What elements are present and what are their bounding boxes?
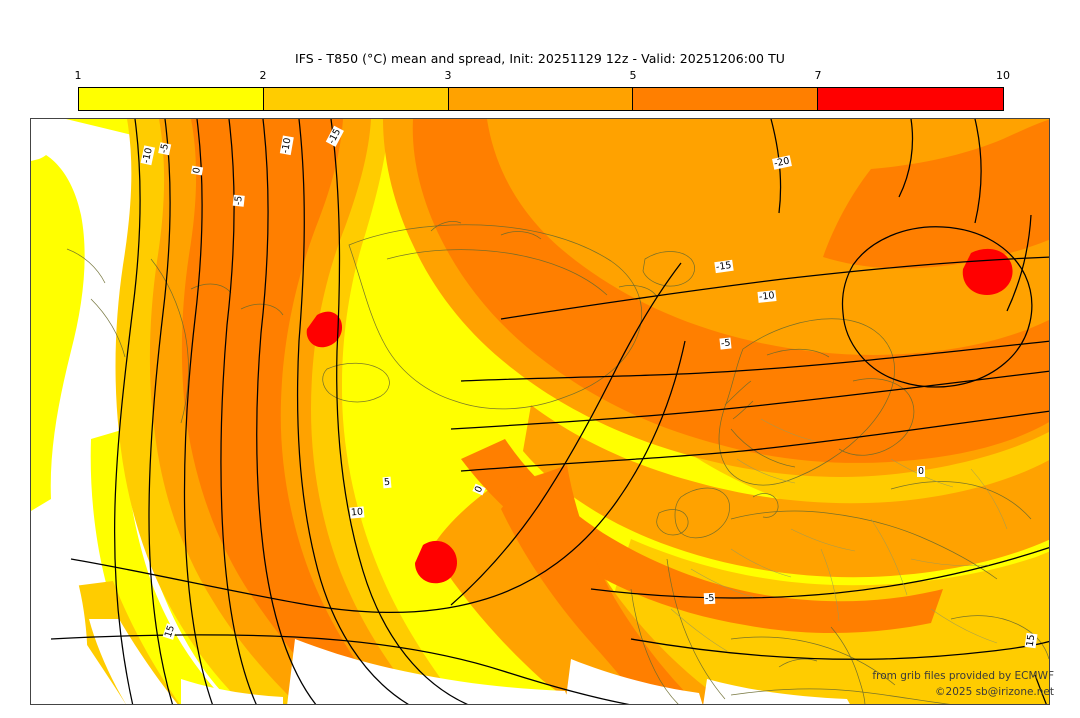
contour-label: -5	[232, 194, 245, 207]
contour-label: -5	[703, 592, 716, 605]
colorbar-tick-5: 5	[629, 69, 637, 82]
colorbar-band-1-2	[79, 88, 264, 110]
colorbar-tick-7: 7	[814, 69, 822, 82]
credit-line-2: ©2025 sb@irizone.net	[935, 686, 1054, 698]
credit-line-1: from grib files provided by ECMWF	[872, 670, 1054, 682]
contour-label: -5	[158, 141, 172, 156]
contour-label: 10	[349, 506, 365, 519]
contour-label: 5	[382, 476, 392, 489]
map-panel: -10 -5 0 -5 -10 -15 -20 -15 -10 -5 5 10 …	[30, 118, 1050, 705]
page-title: IFS - T850 (°C) mean and spread, Init: 2…	[295, 51, 785, 66]
colorbar-tick-10: 10	[996, 69, 1010, 82]
contour-label: 0	[917, 466, 926, 477]
colorbar-tick-1: 1	[74, 69, 82, 82]
coastline-layer	[66, 221, 1049, 704]
contour-label: -5	[719, 337, 733, 350]
map-canvas	[31, 119, 1049, 704]
colorbar	[78, 87, 1004, 111]
colorbar-band-3-5	[448, 88, 634, 110]
colorbar-tick-3: 3	[444, 69, 452, 82]
colorbar-tick-2: 2	[259, 69, 267, 82]
colorbar-tick-labels: 1 2 3 5 7 10	[0, 69, 1080, 85]
contour-label: 0	[190, 165, 204, 176]
colorbar-band-2-3	[263, 88, 449, 110]
contour-label: 15	[1024, 632, 1038, 649]
colorbar-band-5-7	[633, 88, 819, 110]
colorbar-band-7-10	[818, 88, 1003, 110]
contour-label: -10	[757, 290, 777, 303]
